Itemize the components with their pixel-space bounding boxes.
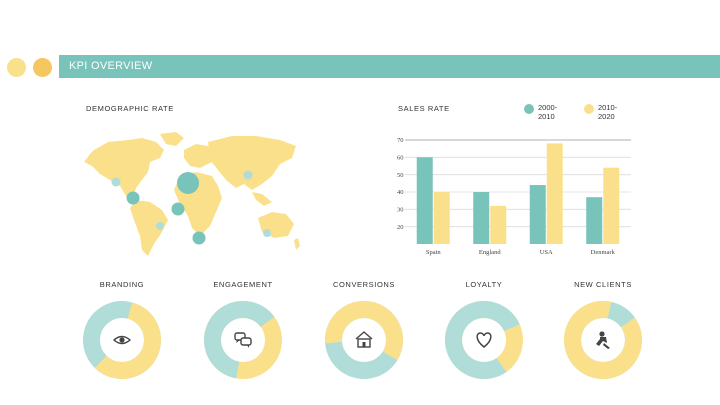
- legend-label-series-2: 2010- 2020: [598, 103, 618, 121]
- bar-denmark-series-1: [586, 197, 603, 244]
- continent-new-zealand: [294, 238, 300, 250]
- continent-europe: [184, 144, 216, 168]
- heart-icon: [476, 332, 492, 348]
- legend-swatch-series-2: [584, 104, 594, 114]
- bar-spain-series-2: [433, 192, 450, 244]
- bar-denmark-series-2: [603, 167, 620, 244]
- continent-south-america: [130, 200, 168, 256]
- donut-chart: [83, 301, 161, 379]
- x-tick-label: USA: [540, 249, 553, 256]
- world-map: [84, 132, 300, 256]
- donut-center: [463, 319, 505, 361]
- continent-southeast-asia: [252, 192, 272, 206]
- legend-item-series-1: 2000- 2010: [524, 103, 560, 121]
- bar-usa-series-1: [529, 185, 546, 244]
- donut-chart: [445, 301, 523, 379]
- house-icon: [355, 331, 373, 348]
- map-marker: [171, 202, 185, 216]
- y-tick-label: 20: [397, 224, 404, 231]
- kpi-label: BRANDING: [99, 280, 145, 289]
- demographic-title: DEMOGRAPHIC RATE: [86, 104, 174, 113]
- donut-chart: [564, 301, 642, 379]
- map-marker: [192, 231, 206, 245]
- continent-asia: [208, 136, 296, 190]
- bar-england-series-1: [473, 192, 490, 244]
- map-marker-large: [177, 172, 199, 194]
- kpi-engagement: ENGAGEMENT: [188, 280, 298, 380]
- bar-usa-series-2: [546, 143, 563, 244]
- legend-swatch-series-1: [524, 104, 534, 114]
- handshake-icon: [596, 331, 610, 349]
- eye-icon: [112, 335, 132, 345]
- bar-england-series-2: [490, 205, 507, 244]
- header-bar: KPI OVERVIEW: [59, 55, 720, 78]
- continent-greenland: [160, 132, 184, 146]
- donut-chart: [325, 301, 403, 379]
- kpi-loyalty: LOYALTY: [429, 280, 539, 380]
- decorative-dot-yellow: [7, 58, 26, 77]
- map-marker: [243, 170, 253, 180]
- kpi-new-clients: NEW CLIENTS: [548, 280, 658, 380]
- donut-chart: [204, 301, 282, 379]
- x-tick-label: Spain: [426, 249, 442, 256]
- donut-segment: [83, 301, 161, 379]
- kpi-label: NEW CLIENTS: [574, 280, 632, 289]
- donut-center: [343, 319, 385, 361]
- y-axis-ticks: 20 30 40 50 60 70: [397, 137, 404, 231]
- y-tick-label: 50: [397, 172, 404, 179]
- bar-spain-series-1: [416, 157, 433, 244]
- y-tick-label: 40: [397, 189, 404, 196]
- y-tick-label: 60: [397, 155, 404, 162]
- kpi-label: CONVERSIONS: [332, 280, 396, 289]
- chat-bubbles-icon: [234, 332, 252, 348]
- kpi-label: ENGAGEMENT: [213, 280, 273, 289]
- map-marker: [263, 229, 271, 237]
- legend-label-series-1: 2000- 2010: [538, 103, 558, 121]
- y-tick-label: 70: [397, 137, 404, 144]
- x-tick-label: Denmark: [591, 249, 616, 256]
- decorative-dot-orange: [33, 58, 52, 77]
- y-tick-label: 30: [397, 207, 404, 214]
- map-marker: [156, 222, 164, 230]
- legend-item-series-2: 2010- 2020: [584, 103, 620, 121]
- sales-title: SALES RATE: [398, 104, 450, 113]
- kpi-conversions: CONVERSIONS: [309, 280, 419, 380]
- page-title: KPI OVERVIEW: [69, 60, 153, 72]
- kpi-label: LOYALTY: [465, 280, 503, 289]
- continent-north-america: [84, 138, 164, 198]
- kpi-branding: BRANDING: [67, 280, 177, 380]
- sales-bar-chart: 20 30 40 50 60 70 Spain England USA Denmark: [397, 137, 631, 256]
- x-tick-label: England: [479, 249, 501, 256]
- continents: [84, 132, 300, 256]
- map-markers: [111, 170, 271, 245]
- map-marker: [111, 177, 121, 187]
- chart-bars: [416, 143, 620, 244]
- x-axis-labels: Spain England USA Denmark: [426, 249, 616, 256]
- map-marker: [126, 191, 140, 205]
